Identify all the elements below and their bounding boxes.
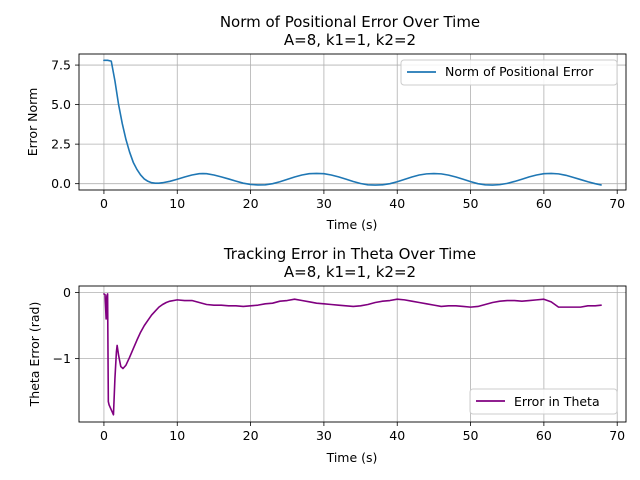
plot1-y-tick-label: 7.5: [51, 58, 71, 73]
plot2-x-tick-label: 70: [609, 428, 625, 443]
plot2-x-tick-label: 60: [536, 428, 552, 443]
plot2-x-tick-label: 20: [243, 428, 259, 443]
plot2-grid: [79, 286, 626, 422]
plot2-x-ticks: 0 10 20 30 40 50 60 70: [100, 422, 625, 443]
theta-error-plot: Tracking Error in Theta Over Time A=8, k…: [27, 245, 627, 465]
plot2-y-ticks: 0 −1: [53, 285, 79, 366]
plot2-y-axis-label: Theta Error (rad): [27, 302, 42, 408]
plot2-legend: Error in Theta: [469, 388, 618, 415]
plot1-y-axis-label: Error Norm: [25, 88, 40, 157]
positional-error-plot: Norm of Positional Error Over Time A=8, …: [25, 13, 627, 232]
plot2-x-tick-label: 0: [100, 428, 108, 443]
plot2-y-tick-label: −1: [53, 351, 71, 366]
plot1-y-tick-label: 5.0: [51, 97, 71, 112]
plot2-series-line: [103, 293, 602, 416]
plot2-series: [103, 293, 602, 416]
plot1-legend: Norm of Positional Error: [400, 59, 618, 86]
plot2-x-tick-label: 30: [316, 428, 332, 443]
plot2-x-tick-label: 10: [169, 428, 185, 443]
plot1-subtitle: A=8, k1=1, k2=2: [284, 31, 416, 49]
plot2-x-tick-label: 40: [389, 428, 405, 443]
plot1-x-tick-label: 20: [243, 196, 259, 211]
plot2-title: Tracking Error in Theta Over Time: [223, 245, 476, 263]
plot1-x-tick-label: 60: [536, 196, 552, 211]
plot2-frame: [78, 285, 627, 423]
plot1-legend-label: Norm of Positional Error: [445, 64, 594, 79]
plot1-series: [103, 59, 602, 186]
plot1-y-tick-label: 2.5: [51, 137, 71, 152]
plot2-y-tick-label: 0: [63, 285, 71, 300]
plot1-x-tick-label: 50: [463, 196, 479, 211]
plot1-frame: [78, 53, 627, 191]
plot2-legend-label: Error in Theta: [514, 394, 600, 409]
plot2-x-axis-label: Time (s): [326, 450, 378, 465]
plot1-legend-box: [400, 59, 618, 86]
plot1-y-tick-label: 0.0: [51, 176, 71, 191]
plot2-subtitle: A=8, k1=1, k2=2: [284, 263, 416, 281]
plot2-legend-box: [469, 388, 618, 415]
plot1-x-tick-label: 30: [316, 196, 332, 211]
plot1-x-tick-label: 0: [100, 196, 108, 211]
plot1-x-ticks: 0 10 20 30 40 50 60 70: [100, 190, 625, 211]
plot1-series-line: [103, 59, 602, 186]
plot2-x-tick-label: 50: [463, 428, 479, 443]
plot1-title: Norm of Positional Error Over Time: [220, 13, 480, 31]
plot1-y-ticks: 0.0 2.5 5.0 7.5: [51, 58, 79, 191]
plot1-x-axis-label: Time (s): [326, 217, 378, 232]
plot1-x-tick-label: 10: [169, 196, 185, 211]
plot1-x-tick-label: 40: [389, 196, 405, 211]
plot1-x-tick-label: 70: [609, 196, 625, 211]
